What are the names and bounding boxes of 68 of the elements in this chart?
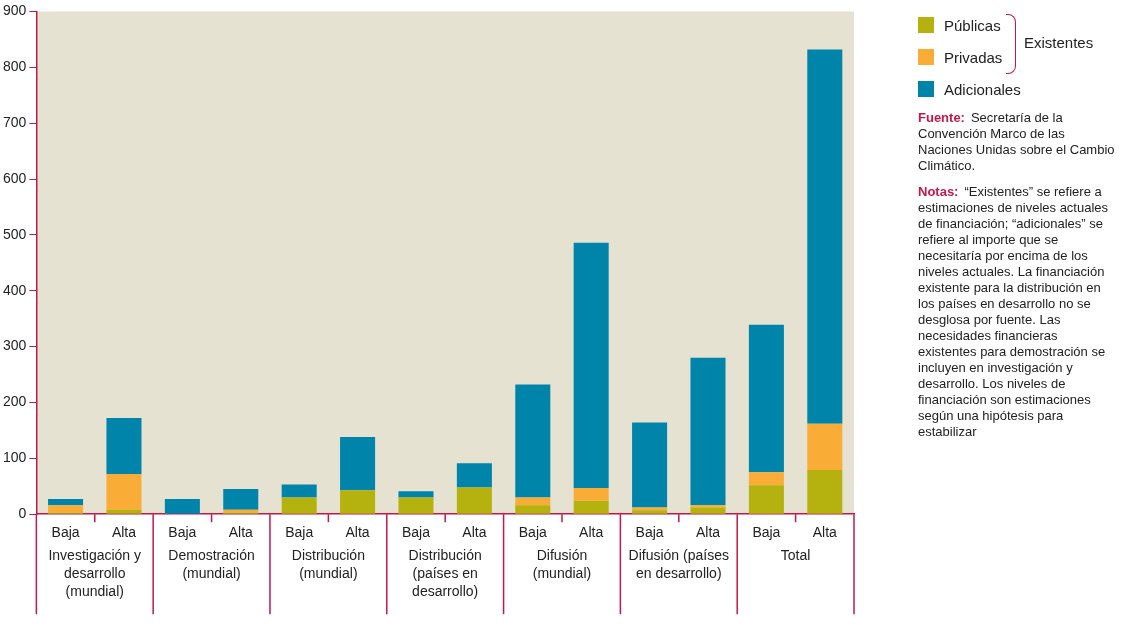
bar xyxy=(748,485,784,514)
text: Distribución (mundial) xyxy=(290,546,366,583)
bar xyxy=(340,490,376,514)
x-tick-label: Alta xyxy=(462,524,487,541)
bar xyxy=(632,422,668,508)
y-tick-label: 200 xyxy=(3,393,27,410)
bar xyxy=(106,418,142,474)
bar xyxy=(106,509,142,514)
legend-label: Adicionales xyxy=(944,80,1021,98)
y-tick-label: 600 xyxy=(3,169,27,186)
x-tick-label: Baja xyxy=(51,524,80,541)
bar xyxy=(573,487,609,501)
bar xyxy=(807,470,843,514)
bar xyxy=(573,242,609,488)
x-tick-label: Alta xyxy=(812,524,838,541)
y-tick-label: 300 xyxy=(3,337,27,354)
bar xyxy=(690,505,726,508)
y-tick-label: 800 xyxy=(3,58,27,75)
x-tick-label: Baja xyxy=(752,524,781,541)
legend-title: Existentes xyxy=(1024,34,1094,51)
bar xyxy=(515,497,551,506)
x-tick-label: Alta xyxy=(345,524,370,541)
text: Investigación y desarrollo (mundial) xyxy=(47,546,143,601)
y-tick-label: 900 xyxy=(3,2,27,19)
bar xyxy=(748,472,784,486)
bar xyxy=(398,497,434,514)
bar xyxy=(48,499,84,506)
y-tick-label: 0 xyxy=(18,505,27,522)
text: Difusión (países en desarrollo) xyxy=(627,546,730,583)
bar xyxy=(340,437,376,491)
x-tick-label: Alta xyxy=(111,524,137,541)
bar xyxy=(106,473,142,510)
x-tick-label: Baja xyxy=(401,524,431,541)
bar xyxy=(48,505,84,513)
x-tick-label: Baja xyxy=(285,524,314,541)
x-tick-label: Alta xyxy=(579,524,604,541)
bar xyxy=(748,324,784,473)
bar xyxy=(398,491,434,498)
y-tick-label: 400 xyxy=(3,281,27,298)
bar xyxy=(515,505,551,514)
x-tick-label: Baja xyxy=(635,524,664,541)
bar xyxy=(223,489,259,510)
bar xyxy=(281,484,317,498)
bar xyxy=(573,500,609,514)
text: Distribución (países en desarrollo) xyxy=(407,546,483,601)
x-tick-label: Baja xyxy=(518,524,547,541)
x-tick-label: Baja xyxy=(168,524,197,541)
text: Total xyxy=(779,546,812,565)
legend-label: Públicas xyxy=(944,16,1001,34)
y-tick-label: 700 xyxy=(3,113,27,130)
bar xyxy=(456,487,492,514)
y-tick-label: 500 xyxy=(3,225,27,242)
x-tick-label: Alta xyxy=(695,524,721,541)
text: Demostración (mundial) xyxy=(167,546,256,583)
y-tick-label: 100 xyxy=(3,449,27,466)
bar xyxy=(281,497,317,514)
bar xyxy=(807,49,843,424)
text: Notas: “Existentes” se refiere a estimaciones de niveles actuales de financiación; “adicionales” se refiere al importe que se necesitaría por encima de los niveles actuales. La financiación existente para la distribución en los países en desarrollo no se desglosa por fuente. Las necesidades financieras existentes para demostración se incluyen en investigación y desarrollo. Los niveles de financiación son estimaciones según una hipótesis para estabilizar xyxy=(918,184,1109,439)
bar xyxy=(807,423,843,471)
source-note: Fuente: Secretaría de la Convención Marco de las Naciones Unidas sobre el Cambio Climático. xyxy=(918,110,1116,174)
x-tick-label: Alta xyxy=(228,524,254,541)
bar xyxy=(164,499,200,514)
text: Difusión (mundial) xyxy=(531,546,593,583)
bar xyxy=(515,384,551,498)
bar xyxy=(456,463,492,488)
bar xyxy=(690,357,726,506)
legend-label: Privadas xyxy=(944,48,1003,66)
bar xyxy=(690,507,726,514)
